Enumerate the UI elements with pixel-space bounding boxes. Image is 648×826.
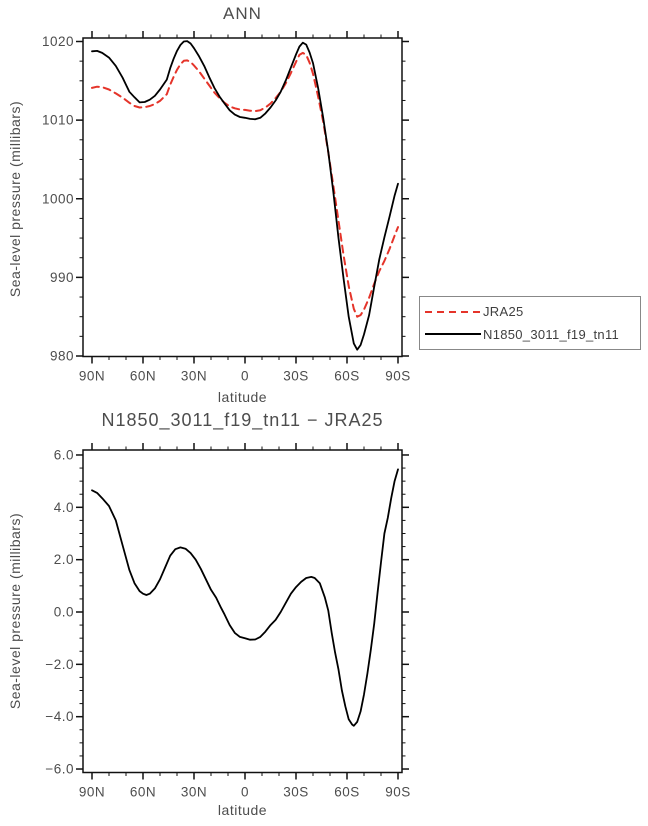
bottom-chart-x-tick-label: 90S: [385, 785, 411, 800]
legend-box: JRA25 N1850_3011_f19_tn11: [419, 296, 641, 350]
bottom-chart-y-tick-label: 2.0: [54, 552, 74, 567]
legend-label: N1850_3011_f19_tn11: [483, 326, 620, 342]
top-chart-tick-labels: 90N 60N 30N 0 30S 60S 90S 1020 1010 1000 990 980: [42, 34, 411, 384]
bottom-chart-title: N1850_3011_f19_tn11 − JRA25: [101, 410, 384, 430]
top-chart-xlabel: latitude: [217, 389, 268, 405]
bottom-chart-x-tick-label: 30S: [283, 785, 309, 800]
top-chart-ylabel: Sea-level pressure (millibars): [7, 100, 23, 298]
top-chart-x-tick-label: 90S: [385, 369, 411, 384]
bottom-chart-y-tick-label: −4.0: [45, 709, 74, 724]
bottom-chart-x-tick-label: 60N: [130, 785, 156, 800]
top-chart-y-tick-label: 1010: [42, 113, 74, 128]
top-chart-y-tick-label: 980: [50, 349, 74, 364]
legend-label: JRA25: [483, 304, 524, 320]
top-chart-y-tick-label: 990: [50, 270, 74, 285]
top-chart-x-tick-label: 60N: [130, 369, 156, 384]
top-chart-title: ANN: [223, 4, 262, 23]
bottom-chart: 90N 60N 30N 0 30S 60S 90S 6.0 4.0 2.0 0.0 −2.0 −4.0 −…: [45, 443, 410, 800]
series-jra25: [91, 51, 399, 318]
top-chart-frame: [82, 37, 403, 358]
top-chart-y-tick-label: 1020: [42, 34, 74, 49]
bottom-chart-tick-labels: 90N 60N 30N 0 30S 60S 90S 6.0 4.0 2.0 0.0 −2.0 −4.0 −…: [45, 447, 410, 799]
bottom-chart-x-tick-label: 60S: [334, 785, 360, 800]
top-chart-x-tick-label: 30N: [181, 369, 207, 384]
bottom-chart-ticks: [76, 443, 409, 780]
bottom-chart-x-tick-label: 30N: [181, 785, 207, 800]
top-chart: 90N 60N 30N 0 30S 60S 90S 1020 1010 1000 990 980: [42, 31, 411, 384]
legend-entry: N1850_3011_f19_tn11: [420, 323, 640, 345]
top-chart-ticks: [76, 31, 409, 364]
series-n1850-3011-f19-tn11: [91, 40, 399, 351]
top-chart-x-tick-label: 60S: [334, 369, 360, 384]
bottom-chart-y-tick-label: 0.0: [54, 605, 74, 620]
top-chart-x-tick-label: 0: [241, 369, 249, 384]
bottom-chart-x-tick-label: 90N: [79, 785, 105, 800]
legend-line-sample-dashed: [425, 310, 481, 313]
bottom-chart-y-tick-label: 4.0: [54, 500, 74, 515]
top-chart-x-tick-label: 90N: [79, 369, 105, 384]
series-n1850-3011-f19-tn11-jra25: [91, 468, 399, 727]
bottom-chart-y-tick-label: −6.0: [45, 762, 74, 777]
top-chart-x-tick-label: 30S: [283, 369, 309, 384]
legend-entry: JRA25: [420, 301, 640, 323]
top-chart-y-tick-label: 1000: [42, 191, 74, 206]
bottom-chart-y-tick-label: −2.0: [45, 657, 74, 672]
legend-line-sample-solid: [425, 333, 481, 336]
bottom-chart-y-tick-label: 6.0: [54, 447, 74, 462]
bottom-chart-ylabel: Sea-level pressure (millibars): [7, 512, 23, 710]
bottom-chart-x-tick-label: 0: [241, 785, 249, 800]
bottom-chart-xlabel: latitude: [217, 802, 268, 818]
